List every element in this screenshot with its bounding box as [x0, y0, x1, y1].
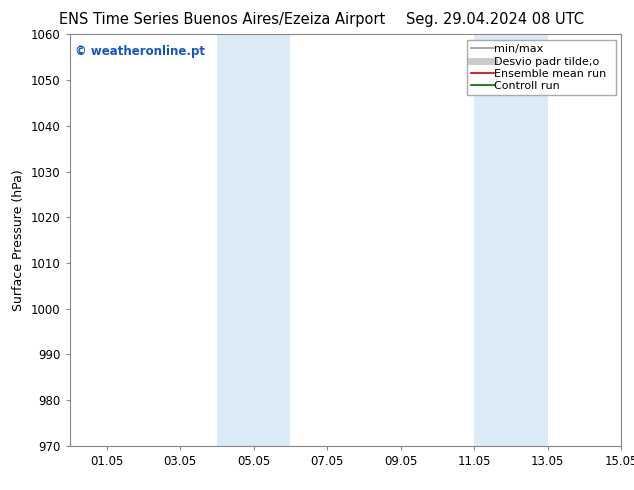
Y-axis label: Surface Pressure (hPa): Surface Pressure (hPa) — [13, 169, 25, 311]
Text: ENS Time Series Buenos Aires/Ezeiza Airport: ENS Time Series Buenos Aires/Ezeiza Airp… — [59, 12, 385, 27]
Text: Seg. 29.04.2024 08 UTC: Seg. 29.04.2024 08 UTC — [406, 12, 583, 27]
Text: © weatheronline.pt: © weatheronline.pt — [75, 45, 205, 58]
Legend: min/max, Desvio padr tilde;o, Ensemble mean run, Controll run: min/max, Desvio padr tilde;o, Ensemble m… — [467, 40, 616, 96]
Bar — [474, 34, 548, 446]
Bar — [217, 34, 290, 446]
